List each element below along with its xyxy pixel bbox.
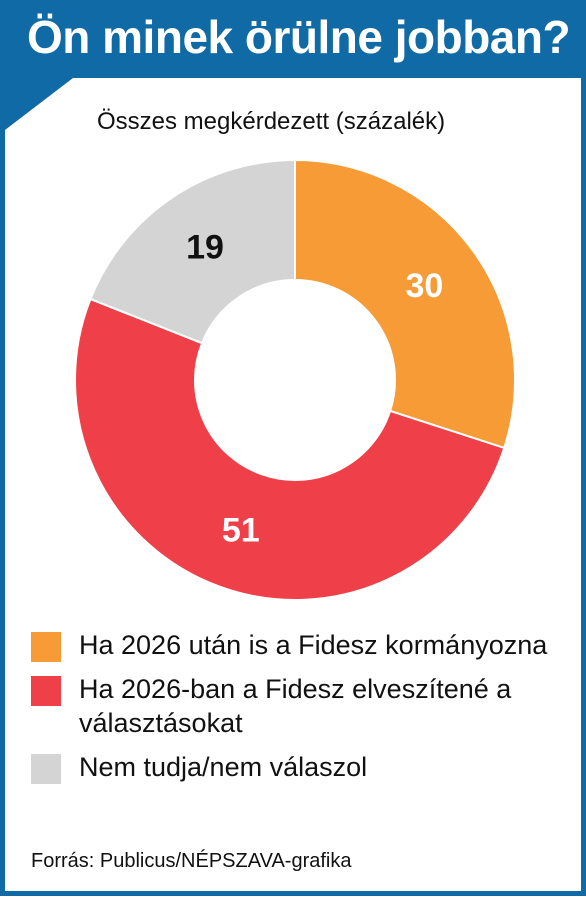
donut-slice-1 xyxy=(74,297,506,601)
source-credit: Forrás: Publicus/NÉPSZAVA-grafika xyxy=(31,850,352,872)
donut-value-label-0: 30 xyxy=(406,267,444,305)
legend-item-fidesz-loses: Ha 2026-ban a Fidesz elveszítené a válas… xyxy=(31,672,571,740)
legend-label: Ha 2026-ban a Fidesz elveszítené a válas… xyxy=(79,674,512,738)
donut-slice-0 xyxy=(294,158,516,450)
donut-value-label-1: 51 xyxy=(222,512,260,550)
donut-value-label-2: 19 xyxy=(186,229,224,267)
chart-title: Ön minek örülne jobban? xyxy=(27,11,571,63)
legend-item-fidesz-stays: Ha 2026 után is a Fidesz kormányozna xyxy=(31,628,571,662)
title-notch xyxy=(5,78,73,130)
donut-slice-2 xyxy=(89,158,296,345)
legend-item-no-answer: Nem tudja/nem válaszol xyxy=(31,750,571,784)
legend-label: Ha 2026 után is a Fidesz kormányozna xyxy=(79,630,548,660)
donut-chart: 30 51 19 xyxy=(74,158,516,601)
chart-subtitle: Összes megkérdezett (százalék) xyxy=(97,108,446,135)
legend-swatch-orange xyxy=(31,632,61,662)
legend-swatch-red xyxy=(31,676,61,706)
legend-swatch-gray xyxy=(31,754,61,784)
title-bar: Ön minek örülne jobban? xyxy=(5,0,586,78)
legend: Ha 2026 után is a Fidesz kormányozna Ha … xyxy=(31,628,571,794)
legend-label: Nem tudja/nem válaszol xyxy=(79,752,368,782)
